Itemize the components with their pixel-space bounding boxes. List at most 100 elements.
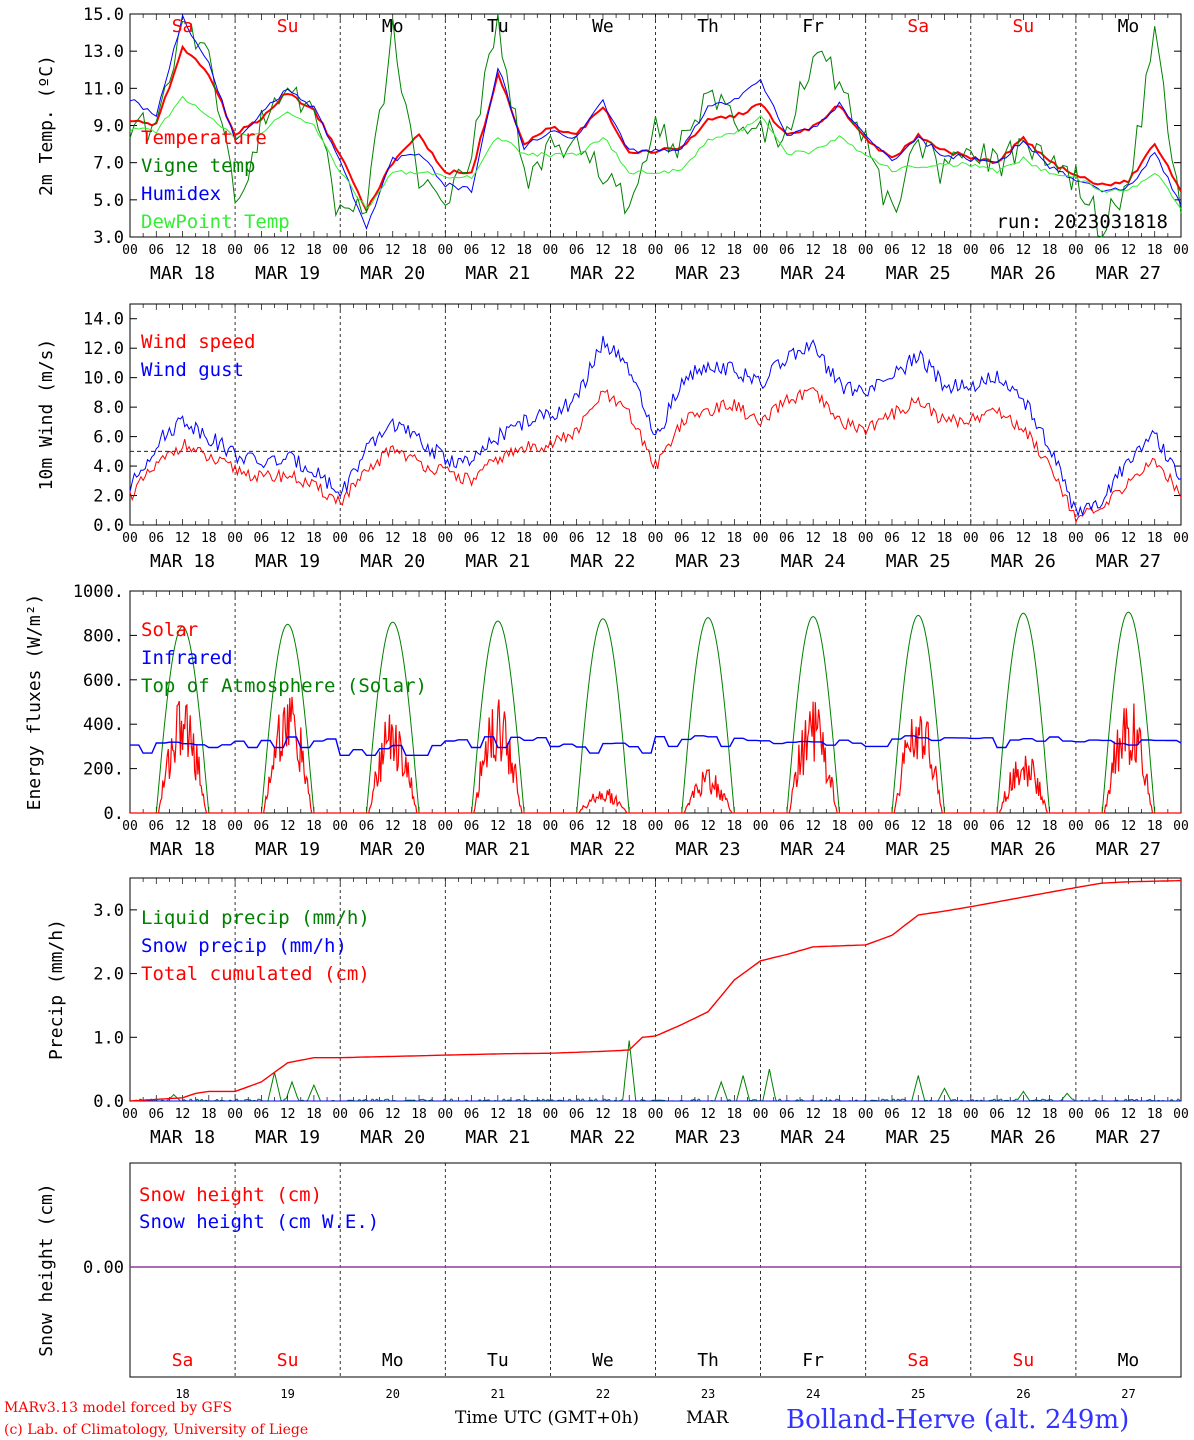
hour-tick-label: 18 [411,531,427,546]
hour-tick-label: 06 [359,531,375,546]
hour-tick-label: 06 [254,531,270,546]
hour-tick-label: 12 [805,243,821,258]
hour-tick-label: 06 [1094,531,1110,546]
series-line-wind-gust [129,335,1182,518]
series-line-dewpoint-temp [129,95,1182,210]
hour-tick-label: 00 [858,243,874,258]
legend-entry: Wind speed [141,331,255,353]
day-name-label: Su [1013,1350,1035,1371]
hour-tick-label: 18 [937,819,953,834]
hour-tick-label: 06 [989,1107,1005,1122]
hour-tick-label: 18 [201,1107,217,1122]
day-number-label: 18 [175,1387,189,1401]
legend-entry: Total cumulated (cm) [141,963,370,985]
date-label: MAR 25 [886,263,951,284]
energy-panel: 00 06 12 18 00 06 12 18 00 06 12 18 00 06 12 18 00 06 12 18… [24,582,1189,860]
hour-tick-label: 18 [201,531,217,546]
hour-tick-label: 06 [779,819,795,834]
hour-tick-label: 18 [306,243,322,258]
hour-tick-label: 00 [753,819,769,834]
hour-tick-label: 06 [569,1107,585,1122]
hour-tick-label: 00 [753,1107,769,1122]
hour-tick-label: 18 [201,243,217,258]
day-name-label: Tu [487,16,509,37]
hour-tick-label: 18 [1147,1107,1163,1122]
hour-tick-label: 06 [779,531,795,546]
hour-tick-label: 00 [437,531,453,546]
date-label: MAR 20 [360,263,425,284]
day-number-label: 23 [701,1387,715,1401]
date-label: MAR 24 [781,551,846,572]
date-label: MAR 22 [570,263,635,284]
hour-tick-label: 00 [753,531,769,546]
hour-tick-label: 06 [989,243,1005,258]
hour-tick-label: 00 [543,819,559,834]
date-label: MAR 19 [255,263,320,284]
date-label: MAR 23 [676,263,741,284]
hour-tick-label: 18 [621,243,637,258]
date-label: MAR 23 [676,551,741,572]
y-tick-label: 1.0 [93,1028,124,1048]
hour-tick-label: 18 [621,531,637,546]
y-tick-label: 600. [83,671,124,691]
date-label: MAR 18 [150,263,215,284]
legend-entry: Solar [141,619,198,641]
day-number-label: 24 [806,1387,820,1401]
day-name-label: Fr [802,1350,824,1371]
hour-tick-label: 12 [595,1107,611,1122]
hour-tick-label: 00 [437,1107,453,1122]
hour-tick-label: 18 [832,1107,848,1122]
date-label: MAR 18 [150,839,215,860]
hour-tick-label: 06 [464,243,480,258]
hour-tick-label: 06 [674,531,690,546]
hour-tick-label: 00 [648,819,664,834]
hour-tick-label: 18 [411,1107,427,1122]
date-label: MAR 25 [886,839,951,860]
hour-tick-label: 18 [306,819,322,834]
hour-tick-label: 18 [937,531,953,546]
date-label: MAR 20 [360,551,425,572]
hour-tick-label: 00 [122,1107,138,1122]
date-label: MAR 21 [465,551,530,572]
date-label: MAR 23 [676,839,741,860]
hour-tick-label: 12 [280,531,296,546]
legend-entry: DewPoint Temp [141,211,290,233]
hour-tick-label: 06 [464,531,480,546]
hour-tick-label: 00 [332,243,348,258]
day-number-label: 22 [596,1387,610,1401]
date-label: MAR 27 [1096,551,1161,572]
day-name-label: Su [277,1350,299,1371]
date-label: MAR 20 [360,1127,425,1148]
y-tick-label: 7.0 [93,154,124,174]
y-tick-label: 15.0 [83,5,124,25]
hour-tick-label: 00 [1173,1107,1189,1122]
legend-entry: Temperature [141,127,267,149]
hour-tick-label: 00 [227,531,243,546]
hour-tick-label: 12 [490,243,506,258]
y-tick-label: 5.0 [93,191,124,211]
date-label: MAR 19 [255,551,320,572]
series-line-total-cumulated [129,879,1182,1102]
hour-tick-label: 18 [516,819,532,834]
date-label: MAR 27 [1096,1127,1161,1148]
hour-tick-label: 12 [385,531,401,546]
hour-tick-label: 18 [937,1107,953,1122]
date-label: MAR 22 [570,551,635,572]
hour-tick-label: 00 [963,1107,979,1122]
hour-tick-label: 00 [1173,531,1189,546]
hour-tick-label: 18 [306,1107,322,1122]
series-line-infrared [130,735,1182,756]
hour-tick-label: 18 [621,819,637,834]
hour-tick-label: 06 [674,1107,690,1122]
day-name-label: Sa [907,1350,929,1371]
date-label: MAR 21 [465,1127,530,1148]
hour-tick-label: 00 [122,819,138,834]
hour-tick-label: 00 [648,531,664,546]
day-name-label: Su [1013,16,1035,37]
date-label: MAR 21 [465,263,530,284]
hour-tick-label: 12 [175,819,191,834]
date-label: MAR 21 [465,839,530,860]
y-tick-label: 13.0 [83,42,124,62]
hour-tick-label: 00 [1173,819,1189,834]
